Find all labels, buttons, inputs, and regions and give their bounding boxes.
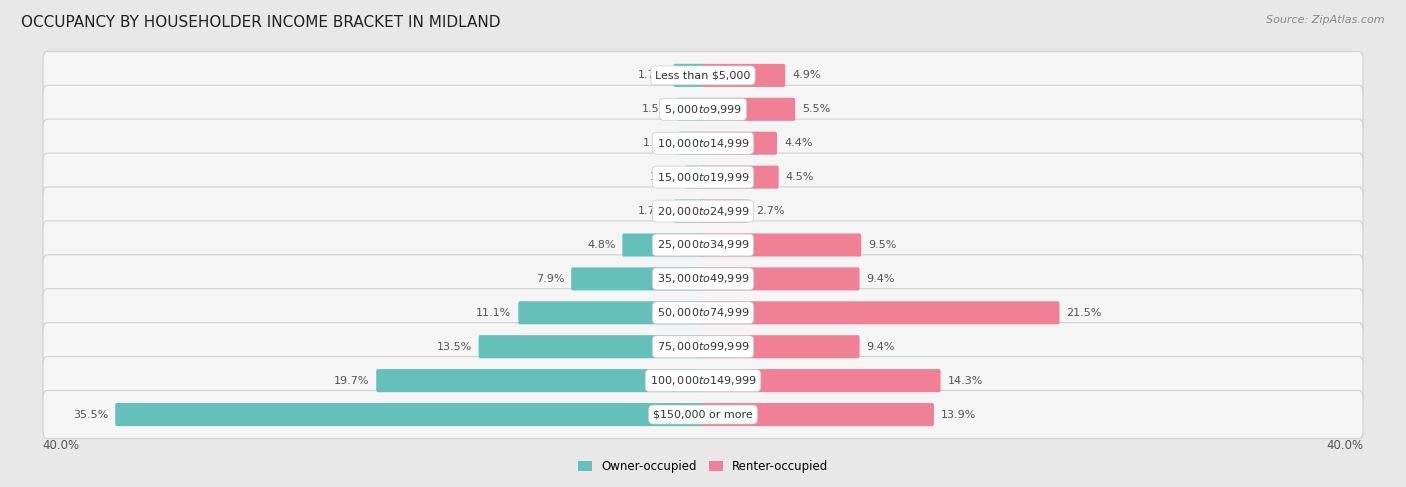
Text: 7.9%: 7.9% — [536, 274, 564, 284]
FancyBboxPatch shape — [679, 131, 704, 155]
FancyBboxPatch shape — [702, 403, 934, 426]
Text: 1.7%: 1.7% — [638, 71, 666, 80]
Text: Less than $5,000: Less than $5,000 — [655, 71, 751, 80]
Text: 1.7%: 1.7% — [638, 206, 666, 216]
FancyBboxPatch shape — [673, 64, 704, 87]
Text: 14.3%: 14.3% — [948, 375, 983, 386]
FancyBboxPatch shape — [44, 187, 1362, 235]
Text: 9.4%: 9.4% — [866, 274, 896, 284]
Text: 4.5%: 4.5% — [786, 172, 814, 182]
Text: $50,000 to $74,999: $50,000 to $74,999 — [657, 306, 749, 319]
FancyBboxPatch shape — [44, 356, 1362, 405]
Text: 21.5%: 21.5% — [1066, 308, 1102, 318]
FancyBboxPatch shape — [44, 391, 1362, 439]
FancyBboxPatch shape — [702, 98, 796, 121]
FancyBboxPatch shape — [702, 233, 862, 257]
FancyBboxPatch shape — [519, 301, 704, 324]
FancyBboxPatch shape — [702, 166, 779, 188]
Text: $5,000 to $9,999: $5,000 to $9,999 — [664, 103, 742, 116]
Text: 19.7%: 19.7% — [333, 375, 370, 386]
Text: $25,000 to $34,999: $25,000 to $34,999 — [657, 239, 749, 251]
Text: 4.9%: 4.9% — [792, 71, 821, 80]
Text: $75,000 to $99,999: $75,000 to $99,999 — [657, 340, 749, 353]
FancyBboxPatch shape — [115, 403, 704, 426]
Text: 11.1%: 11.1% — [477, 308, 512, 318]
Text: $100,000 to $149,999: $100,000 to $149,999 — [650, 374, 756, 387]
FancyBboxPatch shape — [702, 335, 859, 358]
FancyBboxPatch shape — [478, 335, 704, 358]
Text: 9.4%: 9.4% — [866, 342, 896, 352]
FancyBboxPatch shape — [44, 51, 1362, 99]
Text: 13.9%: 13.9% — [941, 410, 976, 420]
Text: Source: ZipAtlas.com: Source: ZipAtlas.com — [1267, 15, 1385, 25]
Text: 1.0%: 1.0% — [650, 172, 678, 182]
Text: 4.8%: 4.8% — [586, 240, 616, 250]
FancyBboxPatch shape — [571, 267, 704, 290]
FancyBboxPatch shape — [44, 221, 1362, 269]
Text: 1.5%: 1.5% — [641, 104, 669, 114]
Text: 40.0%: 40.0% — [42, 439, 79, 452]
FancyBboxPatch shape — [623, 233, 704, 257]
Text: 13.5%: 13.5% — [436, 342, 471, 352]
FancyBboxPatch shape — [702, 301, 1060, 324]
FancyBboxPatch shape — [44, 85, 1362, 133]
Text: OCCUPANCY BY HOUSEHOLDER INCOME BRACKET IN MIDLAND: OCCUPANCY BY HOUSEHOLDER INCOME BRACKET … — [21, 15, 501, 30]
FancyBboxPatch shape — [377, 369, 704, 392]
Text: 40.0%: 40.0% — [1327, 439, 1364, 452]
FancyBboxPatch shape — [44, 153, 1362, 201]
FancyBboxPatch shape — [702, 267, 859, 290]
FancyBboxPatch shape — [44, 119, 1362, 168]
FancyBboxPatch shape — [702, 131, 778, 155]
Text: 35.5%: 35.5% — [73, 410, 108, 420]
FancyBboxPatch shape — [673, 200, 704, 223]
Text: $150,000 or more: $150,000 or more — [654, 410, 752, 420]
Text: $10,000 to $14,999: $10,000 to $14,999 — [657, 137, 749, 150]
FancyBboxPatch shape — [702, 64, 786, 87]
FancyBboxPatch shape — [44, 255, 1362, 303]
Text: 1.4%: 1.4% — [643, 138, 672, 148]
Text: 4.4%: 4.4% — [785, 138, 813, 148]
FancyBboxPatch shape — [44, 323, 1362, 371]
Text: $35,000 to $49,999: $35,000 to $49,999 — [657, 272, 749, 285]
Text: 2.7%: 2.7% — [756, 206, 785, 216]
FancyBboxPatch shape — [702, 369, 941, 392]
Text: 9.5%: 9.5% — [868, 240, 897, 250]
Text: 5.5%: 5.5% — [801, 104, 831, 114]
FancyBboxPatch shape — [685, 166, 704, 188]
Text: $15,000 to $19,999: $15,000 to $19,999 — [657, 170, 749, 184]
Text: $20,000 to $24,999: $20,000 to $24,999 — [657, 205, 749, 218]
FancyBboxPatch shape — [702, 200, 749, 223]
FancyBboxPatch shape — [676, 98, 704, 121]
FancyBboxPatch shape — [44, 289, 1362, 337]
Legend: Owner-occupied, Renter-occupied: Owner-occupied, Renter-occupied — [572, 455, 834, 478]
